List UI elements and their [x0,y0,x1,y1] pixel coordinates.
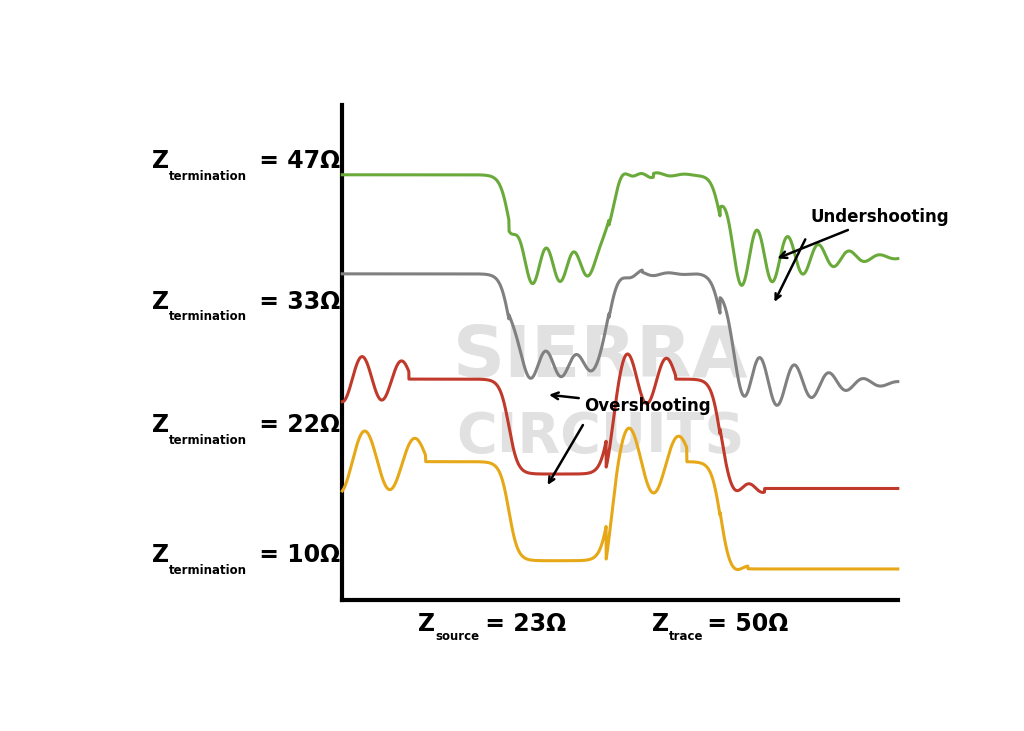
Text: Z: Z [152,414,169,437]
Text: = 10Ω: = 10Ω [251,543,340,567]
Text: SIERRA: SIERRA [453,323,748,393]
Text: termination: termination [169,170,247,183]
Text: Undershooting: Undershooting [780,208,949,258]
Text: trace: trace [670,630,703,643]
Text: = 22Ω: = 22Ω [251,414,340,437]
Text: Z: Z [652,612,669,635]
Text: = 23Ω: = 23Ω [477,612,566,635]
Text: CIRCUITS: CIRCUITS [456,409,744,463]
Text: = 47Ω: = 47Ω [251,149,340,173]
Text: Z: Z [152,543,169,567]
Text: Z: Z [418,612,435,635]
Text: source: source [435,630,479,643]
Text: termination: termination [169,434,247,447]
Text: = 33Ω: = 33Ω [251,289,340,314]
Text: termination: termination [169,564,247,577]
Text: Z: Z [152,289,169,314]
Text: = 50Ω: = 50Ω [699,612,788,635]
Text: Overshooting: Overshooting [552,393,711,414]
Text: termination: termination [169,310,247,323]
Text: Z: Z [152,149,169,173]
